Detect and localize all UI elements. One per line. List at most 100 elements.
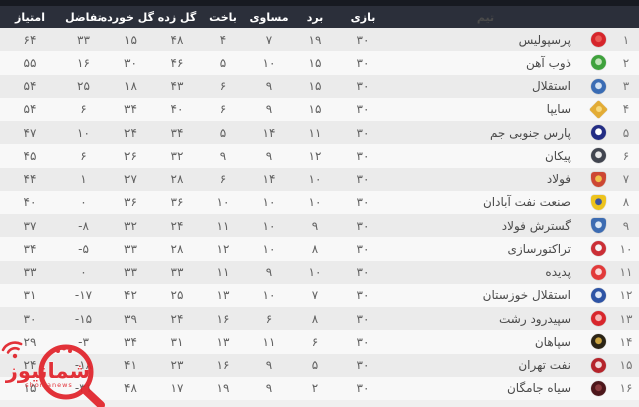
table-row[interactable]: ۱۱ پدیده ۳۰ ۱۰ ۹ ۱۱ ۳۳ ۳۳ ۰ ۳۳	[0, 260, 639, 284]
club-crest-cell	[583, 377, 613, 400]
rank-number: ۴	[622, 102, 630, 117]
table-row[interactable]: ۱۶ سیاه جامگان ۳۰ ۲ ۹ ۱۹ ۱۷ ۴۸ -۳۱ ۱۵	[0, 376, 639, 400]
played-value: ۳۰	[356, 381, 370, 396]
losses-value: ۱۳	[216, 334, 230, 349]
wins-value: ۱۰	[308, 172, 322, 187]
points-value: ۵۴	[23, 79, 37, 94]
goals-for-value: ۳۱	[170, 334, 184, 349]
club-crest-cell	[583, 191, 613, 214]
goals-against-value: ۴۱	[124, 358, 137, 373]
played-value: ۳۰	[356, 288, 370, 303]
header-win: برد	[306, 10, 324, 24]
table-row[interactable]: ۱ پرسپولیس ۳۰ ۱۹ ۷ ۴ ۴۸ ۱۵ ۳۳ ۶۴	[0, 28, 639, 52]
points-value: ۳۷	[23, 218, 37, 233]
wins-value: ۱۵	[308, 79, 322, 94]
header-goal-difference: تفاضل	[65, 10, 102, 24]
draws-value: ۹	[265, 79, 273, 94]
team-name: نفت تهران	[518, 358, 571, 373]
padideh-crest-icon	[590, 264, 606, 280]
header-team: تیم	[476, 10, 495, 24]
draws-value: ۱۰	[262, 195, 276, 210]
draws-value: ۱۰	[262, 288, 276, 303]
draws-value: ۱۰	[262, 241, 276, 256]
tractor-sazi-crest-icon	[590, 241, 606, 257]
goal-difference-value: -۱۸	[74, 358, 93, 373]
table-row[interactable]: ۴ سایپا ۳۰ ۱۵ ۹ ۶ ۴۰ ۳۴ ۶ ۵۴	[0, 97, 639, 121]
wins-value: ۵	[311, 358, 319, 373]
team-name: استقلال	[532, 79, 571, 94]
table-row[interactable]: ۲ ذوب آهن ۳۰ ۱۵ ۱۰ ۵ ۴۶ ۳۰ ۱۶ ۵۵	[0, 51, 639, 75]
goal-difference-value: ۱۰	[77, 125, 90, 140]
saipa-crest-icon	[588, 100, 608, 119]
goals-against-value: ۱۸	[124, 79, 137, 94]
team-name: صنعت نفت آبادان	[482, 195, 571, 210]
club-crest-cell	[583, 98, 613, 121]
played-value: ۳۰	[356, 334, 370, 349]
losses-value: ۱۱	[216, 218, 230, 233]
losses-value: ۱۱	[216, 265, 230, 280]
standings-header: تیم بازی برد مساوی باخت گل زده گل خورده …	[0, 6, 639, 28]
sepahan-crest-icon	[590, 334, 606, 350]
club-crest-cell	[583, 330, 613, 353]
club-crest-cell	[583, 121, 613, 144]
rank-number: ۳	[622, 79, 630, 94]
table-row[interactable]: ۱۰ تراکتورسازی ۳۰ ۸ ۱۰ ۱۲ ۲۸ ۳۳ -۵ ۳۴	[0, 237, 639, 261]
table-row[interactable]: ۱۵ نفت تهران ۳۰ ۵ ۹ ۱۶ ۲۳ ۴۱ -۱۸ ۲۴	[0, 353, 639, 377]
wins-value: ۸	[311, 241, 319, 256]
goal-difference-value: ۰	[80, 195, 87, 210]
goals-for-value: ۴۳	[170, 79, 184, 94]
wins-value: ۷	[311, 288, 319, 303]
table-row[interactable]: ۵ پارس جنوبی جم ۳۰ ۱۱ ۱۴ ۵ ۳۴ ۲۴ ۱۰ ۴۷	[0, 121, 639, 145]
rank-number: ۶	[622, 148, 630, 163]
goal-difference-value: ۶	[80, 148, 87, 163]
team-name: سپاهان	[534, 334, 571, 349]
team-name: پرسپولیس	[518, 32, 571, 47]
table-row[interactable]: ۱۲ استقلال خوزستان ۳۰ ۷ ۱۰ ۱۳ ۲۵ ۴۲ -۱۷ …	[0, 283, 639, 307]
goals-for-value: ۲۸	[170, 241, 184, 256]
played-value: ۳۰	[356, 218, 370, 233]
persepolis-crest-icon	[590, 32, 606, 48]
played-value: ۳۰	[356, 195, 370, 210]
table-row[interactable]: ۷ فولاد ۳۰ ۱۰ ۱۴ ۶ ۲۸ ۲۷ ۱ ۴۴	[0, 167, 639, 191]
table-row[interactable]: ۸ صنعت نفت آبادان ۳۰ ۱۰ ۱۰ ۱۰ ۳۶ ۳۶ ۰ ۴۰	[0, 190, 639, 214]
goals-against-value: ۲۷	[124, 172, 137, 187]
points-value: ۳۱	[23, 288, 37, 303]
draws-value: ۹	[265, 102, 273, 117]
played-value: ۳۰	[356, 241, 370, 256]
team-name: پیکان	[544, 148, 571, 163]
wins-value: ۶	[311, 334, 319, 349]
table-row[interactable]: ۳ استقلال ۳۰ ۱۵ ۹ ۶ ۴۳ ۱۸ ۲۵ ۵۴	[0, 74, 639, 98]
goal-difference-value: -۸	[78, 218, 89, 233]
team-name: سیاه جامگان	[506, 381, 571, 396]
played-value: ۳۰	[356, 79, 370, 94]
rank-number: ۵	[622, 125, 630, 140]
points-value: ۴۴	[23, 172, 37, 187]
points-value: ۴۰	[23, 195, 37, 210]
played-value: ۳۰	[356, 172, 370, 187]
table-row[interactable]: ۱۳ سپیدرود رشت ۳۰ ۸ ۶ ۱۶ ۲۴ ۳۹ -۱۵ ۳۰	[0, 307, 639, 331]
team-name: سپیدرود رشت	[499, 311, 571, 326]
draws-value: ۹	[265, 381, 273, 396]
points-value: ۵۴	[23, 102, 37, 117]
goals-for-value: ۱۷	[170, 381, 184, 396]
draws-value: ۱۴	[262, 172, 276, 187]
goals-for-value: ۳۲	[170, 148, 184, 163]
club-crest-cell	[583, 75, 613, 98]
points-value: ۶۴	[23, 32, 37, 47]
points-value: ۳۳	[23, 265, 37, 280]
rank-number: ۱۲	[619, 288, 633, 303]
goals-against-value: ۳۴	[124, 334, 137, 349]
team-name: فولاد	[546, 172, 571, 187]
losses-value: ۱۹	[216, 381, 230, 396]
sanat-naft-abadan-crest-icon	[590, 194, 606, 210]
header-loss: باخت	[209, 10, 237, 24]
table-row[interactable]: ۶ پیکان ۳۰ ۱۲ ۹ ۹ ۳۲ ۲۶ ۶ ۴۵	[0, 144, 639, 168]
club-crest-cell	[583, 28, 613, 51]
goals-against-value: ۳۹	[124, 311, 137, 326]
table-row[interactable]: ۱۴ سپاهان ۳۰ ۶ ۱۱ ۱۳ ۳۱ ۳۴ -۳ ۲۹	[0, 330, 639, 354]
esteghlal-crest-icon	[590, 78, 606, 94]
goal-difference-value: -۱۵	[74, 311, 93, 326]
rank-number: ۱۵	[619, 358, 633, 373]
table-row[interactable]: ۹ گسترش فولاد ۳۰ ۹ ۱۰ ۱۱ ۲۴ ۳۲ -۸ ۳۷	[0, 214, 639, 238]
